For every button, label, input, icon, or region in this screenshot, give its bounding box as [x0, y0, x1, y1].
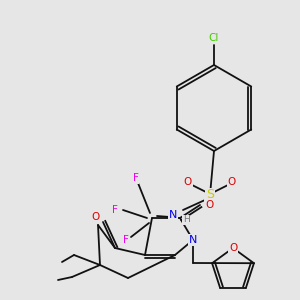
Text: H: H	[183, 215, 189, 224]
Text: N: N	[189, 235, 197, 245]
Text: N: N	[169, 210, 177, 220]
Text: F: F	[123, 235, 129, 245]
Text: O: O	[228, 177, 236, 187]
Text: S: S	[206, 188, 214, 202]
Text: F: F	[112, 205, 118, 215]
Text: F: F	[133, 173, 139, 183]
Text: O: O	[205, 200, 213, 210]
Text: Cl: Cl	[209, 33, 219, 43]
Text: O: O	[184, 177, 192, 187]
Text: O: O	[229, 243, 237, 253]
Text: O: O	[91, 212, 99, 222]
